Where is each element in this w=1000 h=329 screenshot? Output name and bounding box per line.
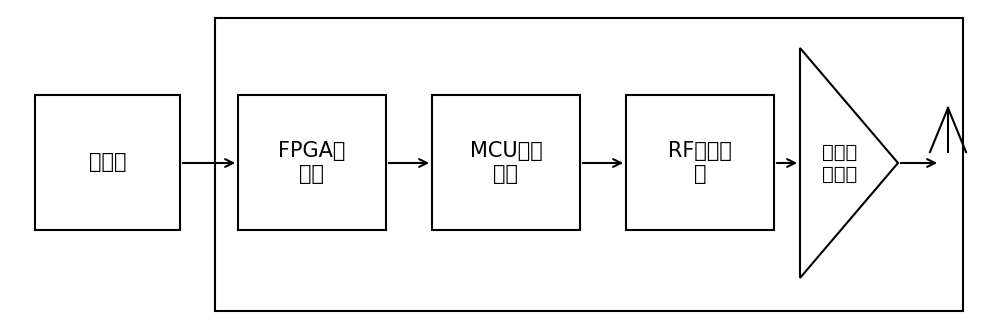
Bar [238, 95, 386, 230]
Bar [432, 95, 580, 230]
Text: 功率放
大模块: 功率放 大模块 [822, 142, 858, 184]
Text: FPGA处
理器: FPGA处 理器 [278, 141, 346, 184]
Text: MCU微处
理器: MCU微处 理器 [470, 141, 542, 184]
Text: 传感器: 传感器 [89, 153, 126, 172]
Bar [35, 95, 180, 230]
Text: RF射频模
块: RF射频模 块 [668, 141, 732, 184]
Bar [626, 95, 774, 230]
Polygon shape [800, 48, 898, 278]
Bar [215, 18, 963, 311]
